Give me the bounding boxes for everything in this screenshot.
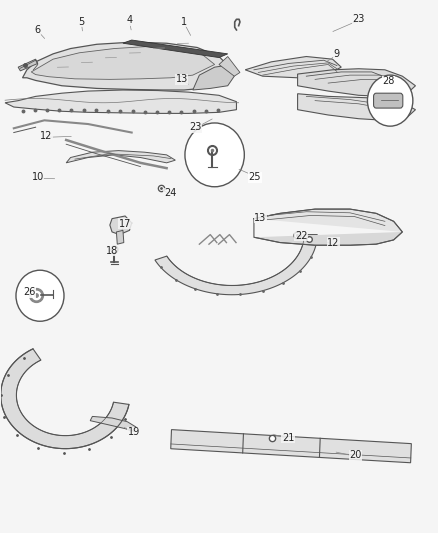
Polygon shape	[254, 232, 403, 245]
Polygon shape	[66, 151, 175, 163]
Polygon shape	[5, 90, 237, 114]
Text: 23: 23	[353, 14, 365, 25]
Polygon shape	[90, 416, 136, 431]
Text: 25: 25	[248, 172, 261, 182]
Polygon shape	[254, 209, 403, 232]
Text: 1: 1	[181, 17, 187, 27]
Text: 4: 4	[127, 15, 133, 26]
Text: 13: 13	[176, 75, 188, 84]
Text: 13: 13	[254, 213, 267, 223]
Text: 12: 12	[40, 131, 53, 141]
Text: 26: 26	[23, 287, 35, 297]
Polygon shape	[1, 349, 129, 449]
Polygon shape	[155, 235, 317, 295]
Text: 9: 9	[334, 49, 340, 59]
Text: 28: 28	[382, 77, 395, 86]
Text: 12: 12	[327, 238, 339, 247]
Text: 20: 20	[349, 450, 361, 460]
FancyBboxPatch shape	[374, 93, 403, 108]
Polygon shape	[110, 216, 132, 235]
Polygon shape	[123, 40, 228, 58]
Text: 10: 10	[32, 172, 44, 182]
Polygon shape	[117, 230, 124, 244]
Polygon shape	[219, 56, 240, 76]
Text: 17: 17	[119, 219, 131, 229]
Polygon shape	[193, 66, 234, 90]
Polygon shape	[31, 46, 215, 79]
Polygon shape	[171, 430, 411, 463]
Text: 21: 21	[282, 433, 294, 443]
Polygon shape	[297, 69, 416, 96]
Text: 18: 18	[106, 246, 118, 255]
Text: 24: 24	[164, 188, 176, 198]
Text: 22: 22	[295, 231, 307, 241]
Ellipse shape	[367, 75, 413, 126]
Polygon shape	[22, 42, 232, 90]
Polygon shape	[18, 59, 38, 71]
Polygon shape	[245, 56, 341, 78]
Text: 6: 6	[35, 25, 41, 35]
Polygon shape	[297, 94, 416, 120]
Ellipse shape	[185, 123, 244, 187]
Text: 5: 5	[78, 17, 85, 27]
Text: 19: 19	[128, 427, 140, 438]
Text: 23: 23	[189, 122, 201, 132]
Ellipse shape	[16, 270, 64, 321]
